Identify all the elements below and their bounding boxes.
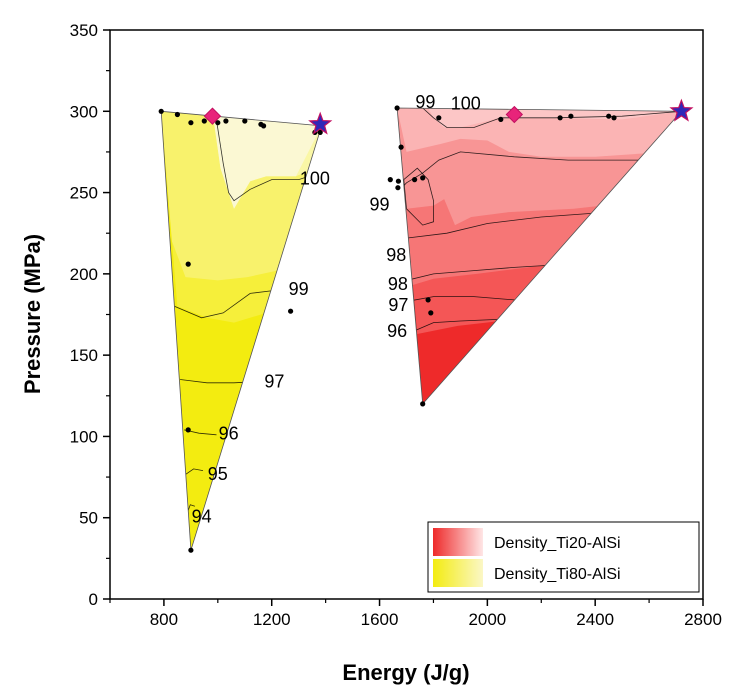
x-tick-label-800: 800 — [150, 610, 178, 629]
data-point-ti20-11 — [568, 113, 574, 119]
data-point-ti20-2 — [387, 177, 393, 183]
axes-layer: 800 1200 1600 2000 2400 2800 0 50 100 150 200 250 30… — [70, 21, 722, 629]
diamond-marker-ti20 — [505, 105, 524, 124]
data-point-ti80-1 — [174, 111, 180, 118]
diamond-marker-ti80 — [203, 107, 222, 125]
data-point-ti80-4 — [215, 120, 221, 126]
data-point-ti20-4 — [395, 178, 401, 184]
contour-line-ti80-100 — [214, 111, 320, 202]
legend-swatch-ti20 — [433, 528, 483, 556]
contour-label-ti80-2: 96 — [219, 424, 239, 444]
data-point-ti80-14 — [188, 547, 194, 553]
contour-label-ti20-5: 99 — [415, 92, 435, 112]
band-ti80-3 — [212, 111, 322, 209]
data-point-ti20-14 — [425, 297, 431, 303]
y-tick-label-300: 300 — [70, 102, 98, 121]
data-point-ti80-5 — [223, 118, 229, 124]
contour-label-ti80-0: 94 — [192, 506, 212, 526]
data-point-ti20-16 — [420, 401, 426, 407]
data-point-ti20-1 — [398, 144, 404, 150]
data-point-ti80-3 — [201, 118, 207, 124]
contour-label-ti80-1: 95 — [208, 464, 228, 484]
legend: Density_Ti20-AlSi Density_Ti80-AlSi — [427, 521, 700, 593]
data-point-ti80-0 — [158, 108, 164, 114]
data-point-ti20-3 — [395, 185, 401, 191]
y-tick-label-50: 50 — [79, 509, 98, 528]
data-point-ti20-7 — [436, 115, 442, 121]
x-axis-title: Energy (J/g) — [342, 660, 469, 685]
legend-swatch-ti80 — [433, 559, 483, 587]
contour-label-ti20-2: 98 — [388, 274, 408, 294]
y-tick-label-150: 150 — [70, 346, 98, 365]
contour-label-ti20-3: 98 — [386, 245, 406, 265]
data-point-ti20-8 — [498, 116, 504, 122]
series-ti20 — [397, 108, 682, 404]
x-tick-label-1600: 1600 — [361, 610, 399, 629]
data-point-ti20-10 — [557, 115, 563, 121]
data-point-ti80-11 — [185, 261, 191, 267]
x-tick-label-2800: 2800 — [684, 610, 722, 629]
contour-line-ti20-99 — [403, 167, 434, 226]
x-tick-label-1200: 1200 — [253, 610, 291, 629]
series-ti80 — [161, 111, 322, 551]
x-tick-label-2400: 2400 — [576, 610, 614, 629]
y-tick-label-0: 0 — [89, 590, 98, 609]
contour-label-ti80-3: 97 — [264, 372, 284, 392]
data-point-ti80-2 — [188, 120, 194, 126]
y-tick-label-200: 200 — [70, 265, 98, 284]
contour-label-ti20-0: 96 — [387, 321, 407, 341]
contour-label-ti20-4: 99 — [369, 194, 389, 214]
contour-label-ti20-6: 100 — [451, 94, 481, 114]
contour-label-ti80-5: 100 — [300, 168, 330, 188]
data-point-ti80-13 — [288, 308, 294, 314]
region-outline-ti80 — [160, 110, 323, 551]
data-point-ti20-5 — [412, 177, 418, 183]
data-point-ti20-15 — [428, 310, 434, 316]
contour-label-ti20-1: 97 — [388, 295, 408, 315]
data-point-ti20-0 — [394, 105, 400, 111]
star-marker-ti80 — [308, 111, 333, 135]
data-point-ti20-13 — [611, 115, 617, 121]
star-marker-ti20 — [669, 98, 694, 122]
region-outline-ti20 — [396, 107, 683, 405]
data-point-ti80-8 — [261, 123, 267, 129]
x-tick-label-2000: 2000 — [468, 610, 506, 629]
y-tick-label-350: 350 — [70, 21, 98, 40]
data-point-ti20-12 — [606, 113, 612, 119]
data-point-ti80-6 — [242, 118, 248, 124]
y-axis-title: Pressure (MPa) — [20, 234, 45, 394]
contour-label-ti80-4: 99 — [289, 279, 309, 299]
data-point-ti80-10 — [317, 129, 323, 135]
data-point-ti20-6 — [420, 175, 426, 181]
data-point-ti80-12 — [185, 427, 191, 433]
y-tick-label-100: 100 — [70, 427, 98, 446]
contour-line-ti80-95 — [183, 468, 204, 476]
y-tick-label-250: 250 — [70, 184, 98, 203]
legend-label-ti80: Density_Ti80-AlSi — [494, 566, 621, 583]
legend-label-ti20: Density_Ti20-AlSi — [494, 535, 621, 552]
contour-line-ti20-99 — [397, 151, 660, 193]
